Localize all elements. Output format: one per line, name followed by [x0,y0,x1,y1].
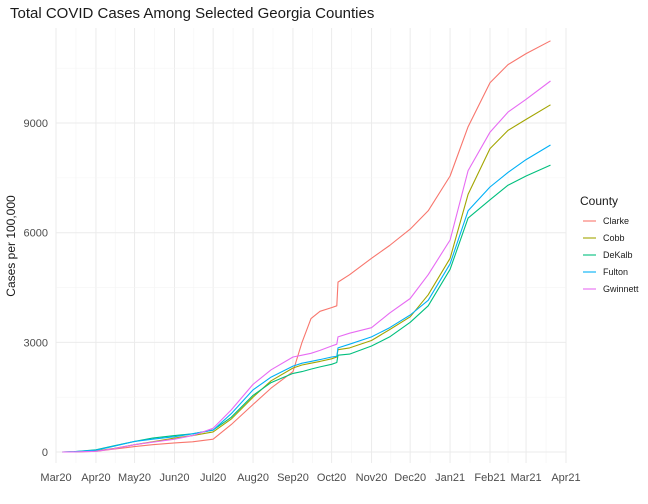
x-tick-label: Feb21 [474,472,505,484]
y-tick-label: 0 [42,447,48,459]
y-axis-title: Cases per 100,000 [4,195,18,297]
legend-label: Clarke [603,216,629,226]
x-tick-label: Jul20 [200,472,226,484]
x-tick-label: Mar21 [510,472,541,484]
x-tick-label: Jun20 [159,472,189,484]
series-line-clarke [62,40,551,453]
legend-label: Fulton [603,267,628,277]
y-tick-label: 6000 [24,228,48,240]
x-tick-label: Oct20 [317,472,346,484]
legend-label: Cobb [603,233,625,243]
x-tick-label: Mar20 [40,472,71,484]
legend-label: Gwinnett [603,284,639,294]
series-lines [62,40,551,453]
x-tick-label: Apr21 [551,472,580,484]
x-tick-label: Nov20 [356,472,388,484]
series-line-dekalb [62,164,551,453]
legend: County Clarke Cobb DeKalb Fulton Gwinnett [580,194,639,294]
series-line-cobb [62,104,551,453]
x-tick-label: Dec20 [394,472,426,484]
x-axis-ticks: Mar20 Apr20 May20 Jun20 Jul20 Aug20 Sep20 Oct20… [40,472,580,484]
series-line-gwinnett [62,80,551,453]
y-axis-ticks: 0 3000 6000 9000 [24,118,48,459]
grid [55,28,567,463]
legend-items: Clarke Cobb DeKalb Fulton Gwinnett [583,216,639,294]
x-tick-label: Sep20 [277,472,309,484]
series-line-fulton [62,144,551,453]
legend-title: County [580,194,618,208]
x-tick-label: Aug20 [237,472,269,484]
y-tick-label: 9000 [24,118,48,130]
x-tick-label: May20 [118,472,151,484]
chart-title: Total COVID Cases Among Selected Georgia… [10,5,374,22]
x-tick-label: Jan21 [435,472,465,484]
x-tick-label: Apr20 [81,472,110,484]
y-tick-label: 3000 [24,337,48,349]
legend-label: DeKalb [603,250,633,260]
